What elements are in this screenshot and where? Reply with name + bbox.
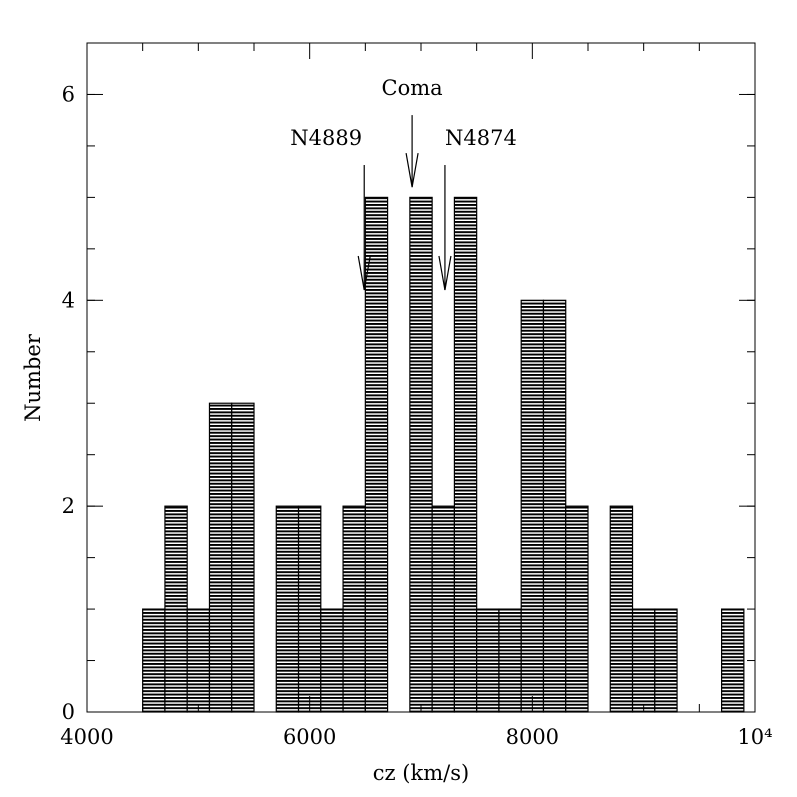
annotation-text: Coma — [382, 76, 443, 100]
bar — [208, 402, 233, 713]
y-tick-label: 4 — [62, 288, 75, 312]
annotation-arrowhead — [438, 255, 452, 291]
bar — [453, 196, 478, 713]
bar — [231, 402, 255, 713]
annotation-text: N4889 — [290, 126, 362, 150]
x-axis-label: cz (km/s) — [373, 761, 469, 785]
bar — [164, 505, 188, 713]
y-axis-label: Number — [21, 333, 45, 422]
x-tick-label: 8000 — [506, 725, 559, 749]
bar — [431, 505, 455, 713]
x-tick-label: 10⁴ — [737, 725, 772, 749]
x-tick-label: 4000 — [60, 725, 113, 749]
x-tick-label: 6000 — [283, 725, 336, 749]
annotation-arrowhead — [357, 255, 371, 291]
y-tick-label: 0 — [62, 700, 75, 724]
bar — [364, 196, 389, 713]
bar — [142, 608, 166, 713]
y-tick-label: 6 — [62, 82, 75, 106]
y-tick-label: 2 — [62, 494, 75, 518]
bar — [342, 505, 366, 713]
bar — [720, 608, 745, 713]
bar — [542, 299, 567, 713]
bar — [609, 505, 634, 713]
bar — [565, 505, 589, 713]
bar — [498, 608, 522, 713]
bar — [297, 505, 322, 713]
bar — [654, 608, 678, 713]
annotation-arrowhead — [405, 152, 419, 188]
bar — [320, 608, 344, 713]
bar — [186, 608, 211, 713]
annotation-text: N4874 — [445, 126, 517, 150]
bar — [476, 608, 500, 713]
bar — [631, 608, 656, 713]
bar — [409, 196, 433, 713]
bar — [520, 299, 545, 713]
bar — [275, 505, 300, 713]
